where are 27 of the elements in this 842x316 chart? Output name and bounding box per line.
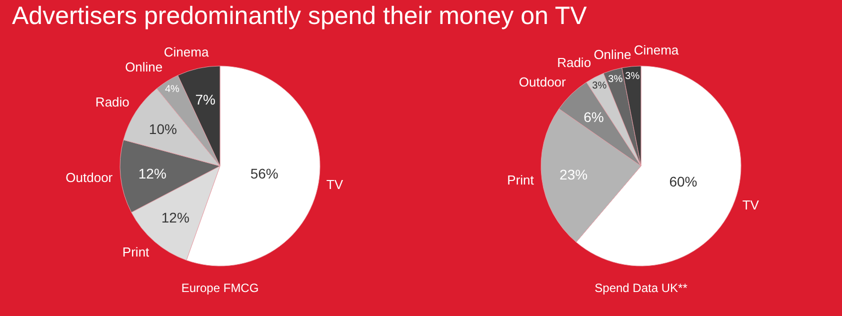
slice-label: Print xyxy=(507,172,534,188)
data-label: 56% xyxy=(250,166,278,182)
data-label: 60% xyxy=(669,174,698,190)
data-label: 10% xyxy=(148,120,177,137)
slice-label: Outdoor xyxy=(518,74,567,90)
slice-label: Online xyxy=(125,60,163,75)
data-label: 12% xyxy=(138,165,166,182)
text: Europe FMCG xyxy=(181,281,259,295)
slice-label: TV xyxy=(326,177,344,192)
data-label: 3% xyxy=(608,74,623,86)
data-label: 6% xyxy=(584,109,604,126)
data-label: 7% xyxy=(195,92,216,108)
slice-label: Online xyxy=(594,46,632,62)
data-label: 12% xyxy=(161,209,190,226)
data-label: 23% xyxy=(560,166,588,183)
slice-label: Outdoor xyxy=(66,170,114,186)
chart-title: Advertisers predominantly spend their money on TV xyxy=(12,2,587,31)
slice-label: Radio xyxy=(557,55,592,70)
slice-label: Print xyxy=(122,244,150,260)
slice-label: Cinema xyxy=(164,44,210,60)
text: Spend Data UK** xyxy=(594,281,688,295)
slice-label: TV xyxy=(742,197,760,212)
data-label: 3% xyxy=(625,70,640,82)
data-label: 3% xyxy=(592,80,607,92)
slice-label: Cinema xyxy=(634,42,680,58)
slice-label: Radio xyxy=(95,94,130,110)
data-label: 4% xyxy=(164,84,180,96)
